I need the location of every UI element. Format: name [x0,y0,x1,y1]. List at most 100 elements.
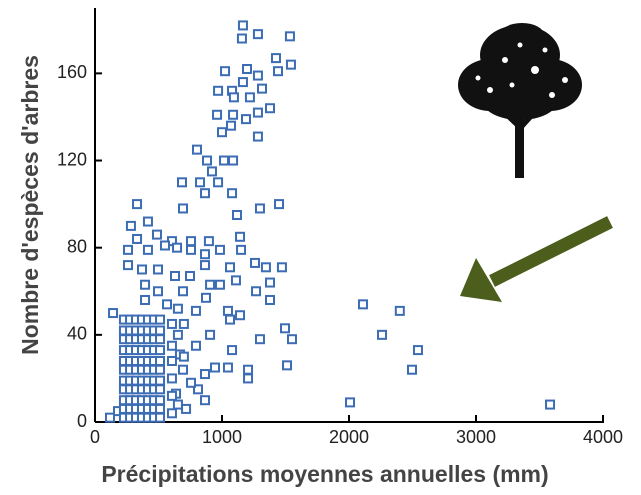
point [260,262,271,273]
point [236,33,247,44]
point [276,262,287,273]
point [192,384,203,395]
point [186,244,197,255]
point [285,59,296,70]
x-tick-label: 0 [90,427,100,447]
point [166,340,177,351]
point [222,305,233,316]
point [205,279,216,290]
point [279,323,290,334]
point [155,384,166,395]
point [243,373,254,384]
point [178,351,189,362]
point [104,412,115,423]
point [254,334,265,345]
point [345,397,356,408]
point [166,408,177,419]
point [166,355,177,366]
point [222,362,233,373]
point [265,103,276,114]
x-tick-label: 3000 [456,427,496,447]
x-tick-label: 1000 [202,427,242,447]
y-tick-label: 160 [57,62,87,82]
point [412,345,423,356]
point [284,31,295,42]
point [274,199,285,210]
point [190,340,201,351]
point [152,264,163,275]
point [212,109,223,120]
point [166,390,177,401]
x-tick-label: 2000 [329,427,369,447]
point [228,92,239,103]
point [206,166,217,177]
point [142,244,153,255]
point [123,244,134,255]
point [250,257,261,268]
point [254,203,265,214]
point [231,210,242,220]
point [195,177,206,188]
point [244,92,255,103]
point [199,188,210,199]
point [155,334,166,345]
tree-illustration [458,23,582,178]
point [214,244,225,255]
point [152,286,163,297]
point [199,395,210,406]
point [184,271,195,282]
point [178,203,189,214]
point [142,216,153,227]
point [226,120,237,131]
point [203,236,214,247]
point [270,53,281,64]
y-tick-label: 40 [67,324,87,344]
point [228,155,239,166]
point [172,303,183,314]
point [199,260,210,271]
point [241,114,252,125]
point [225,262,236,273]
point [273,66,284,77]
point [237,20,248,31]
point [108,308,119,319]
point [217,127,227,138]
point [252,131,263,142]
point [159,240,170,251]
point [242,64,253,75]
point [251,286,262,297]
point [252,70,263,81]
y-tick-label: 120 [57,149,87,169]
x-tick-label: 4000 [583,427,623,447]
point [282,360,293,371]
point [155,395,166,406]
point [155,403,166,414]
point [235,231,246,242]
point [214,279,225,290]
point [155,412,166,423]
point [200,292,211,303]
arrow [460,216,613,302]
point [151,229,162,240]
point [172,399,183,410]
point [228,109,239,120]
x-axis-title: Précipitations moyennes annuelles (mm) [101,461,548,487]
point [225,314,236,325]
point [166,373,177,384]
point [220,66,231,77]
point [178,364,189,375]
point [132,199,143,210]
point [176,177,187,188]
point [155,325,166,336]
point [199,249,210,260]
point [357,299,368,310]
point [213,177,224,188]
point [170,271,181,282]
point [162,299,173,310]
point [140,279,151,290]
point [155,345,166,356]
y-tick-label: 80 [67,236,87,256]
point [237,77,248,88]
